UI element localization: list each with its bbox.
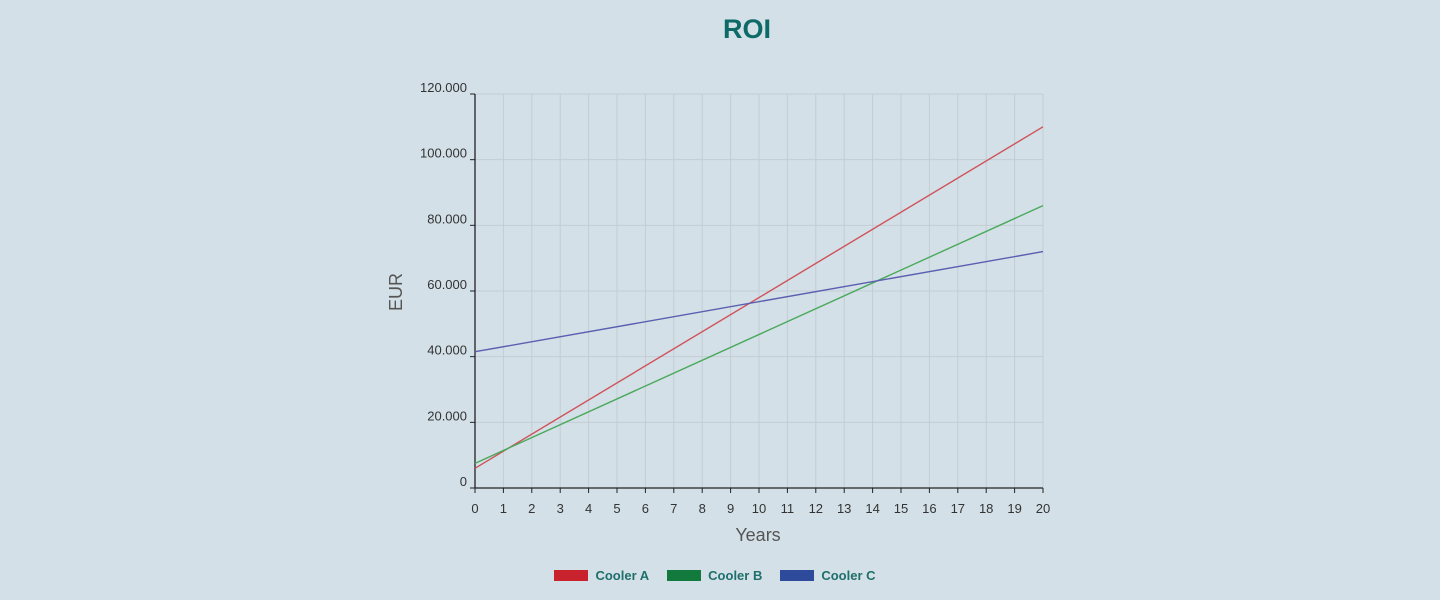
legend-swatch bbox=[554, 570, 589, 581]
axes bbox=[470, 93, 1044, 493]
series-lines bbox=[474, 126, 1044, 469]
y-tick-label: 100.000 bbox=[420, 146, 467, 161]
legend: Cooler A Cooler B Cooler C bbox=[0, 568, 1430, 583]
legend-swatch bbox=[667, 570, 702, 581]
x-tick-label: 19 bbox=[1007, 501, 1021, 516]
legend-item[interactable]: Cooler A bbox=[554, 568, 649, 583]
x-tick-label: 11 bbox=[781, 501, 795, 516]
y-axis-title: EUR bbox=[386, 273, 406, 311]
x-tick-label: 14 bbox=[865, 501, 879, 516]
x-tick-label: 13 bbox=[837, 501, 851, 516]
x-tick-label: 0 bbox=[471, 501, 478, 516]
x-tick-label: 6 bbox=[642, 501, 649, 516]
x-tick-label: 17 bbox=[951, 501, 965, 516]
x-tick-label: 7 bbox=[670, 501, 677, 516]
series-line-cooler-a bbox=[474, 126, 1044, 469]
x-tick-label: 3 bbox=[557, 501, 564, 516]
y-tick-label: 120.000 bbox=[420, 80, 467, 95]
legend-swatch bbox=[780, 570, 815, 581]
chart-title: ROI bbox=[722, 14, 771, 44]
tick-labels: 0 1 2 3 4 5 6 7 8 9 10 11 12 13 14 15 16 17 18 19 20020.0004… bbox=[420, 80, 1050, 516]
legend-label: Cooler B bbox=[708, 568, 763, 583]
series-line-cooler-c bbox=[474, 250, 1044, 353]
y-tick-label: 60.000 bbox=[427, 277, 467, 292]
x-tick-label: 15 bbox=[894, 501, 908, 516]
x-axis-title: Years bbox=[735, 525, 780, 545]
x-tick-label: 10 bbox=[752, 501, 766, 516]
legend-item[interactable]: Cooler C bbox=[780, 568, 876, 583]
y-tick-label: 20.000 bbox=[427, 408, 467, 423]
x-tick-label: 5 bbox=[613, 501, 620, 516]
x-tick-label: 4 bbox=[585, 501, 592, 516]
grid bbox=[475, 93, 1044, 488]
x-tick-label: 20 bbox=[1036, 501, 1050, 516]
x-tick-label: 16 bbox=[922, 501, 936, 516]
x-tick-label: 2 bbox=[528, 501, 535, 516]
y-tick-label: 0 bbox=[460, 474, 467, 489]
y-tick-label: 40.000 bbox=[427, 343, 467, 358]
x-tick-label: 9 bbox=[727, 501, 734, 516]
x-tick-label: 12 bbox=[809, 501, 823, 516]
x-tick-label: 1 bbox=[500, 501, 507, 516]
x-tick-label: 18 bbox=[979, 501, 993, 516]
legend-label: Cooler A bbox=[595, 568, 650, 583]
series-line-cooler-b bbox=[474, 204, 1044, 465]
legend-label: Cooler C bbox=[821, 568, 876, 583]
y-tick-label: 80.000 bbox=[427, 211, 467, 226]
legend-item[interactable]: Cooler B bbox=[667, 568, 762, 583]
x-tick-label: 8 bbox=[699, 501, 706, 516]
